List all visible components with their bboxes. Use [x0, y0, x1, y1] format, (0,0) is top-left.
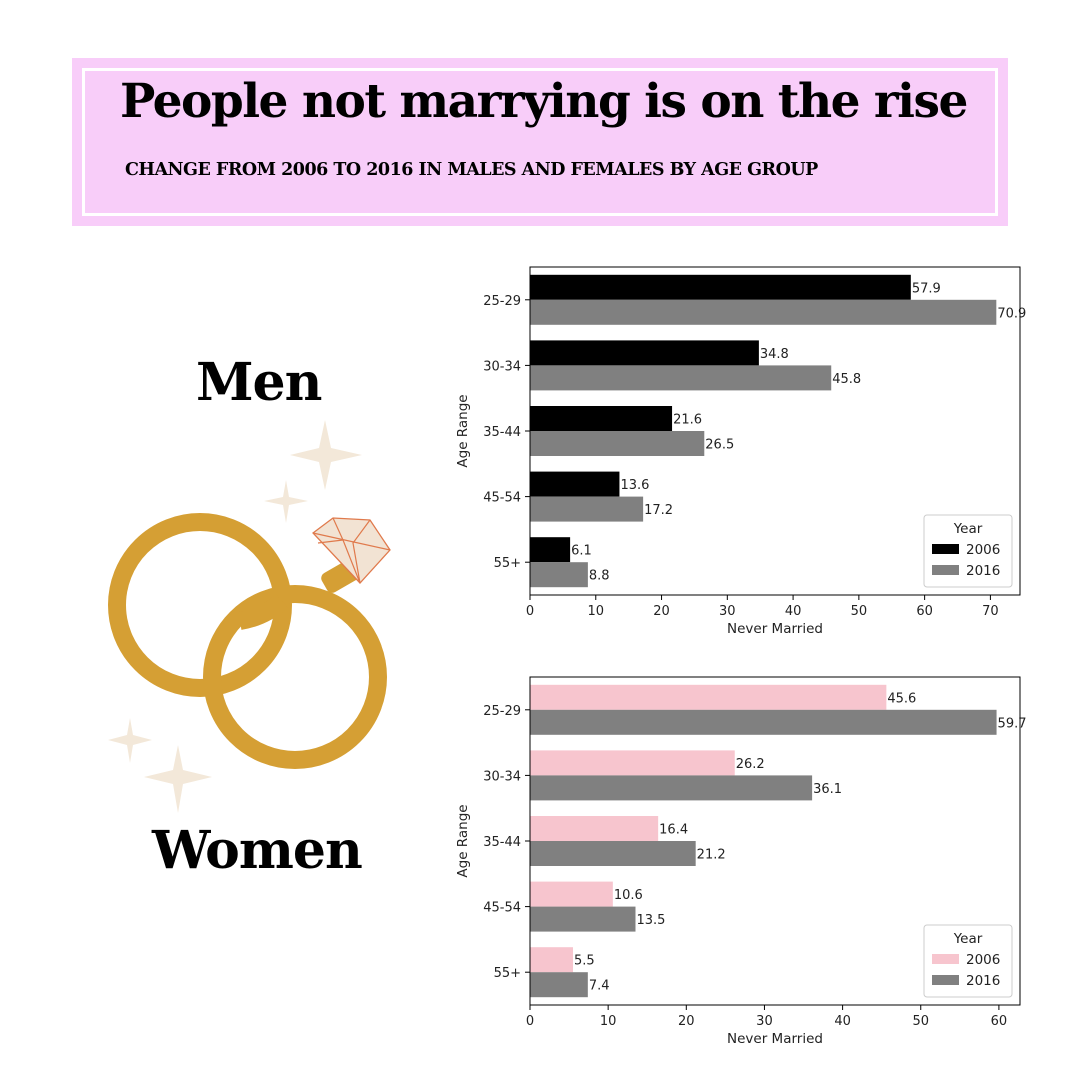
- y-tick-label: 30-34: [483, 769, 521, 784]
- bar-2006-45-54: [530, 471, 620, 497]
- x-tick-label: 10: [587, 604, 604, 619]
- x-tick-label: 40: [834, 1014, 851, 1029]
- y-tick-label: 25-29: [483, 294, 521, 309]
- bar-2016-25-29: [530, 709, 997, 735]
- y-tick-label: 45-54: [483, 491, 521, 506]
- x-tick-label: 70: [982, 604, 999, 619]
- chart-women: 45.6 59.7 25-29 26.2 36.1 30-34 16.4 21.2 35-44 1…: [455, 676, 1027, 1047]
- bar-2016-55+: [530, 562, 588, 588]
- wedding-rings-illustration: [108, 420, 391, 813]
- x-tick-label: 30: [756, 1014, 773, 1029]
- bar-2016-35-44: [530, 431, 705, 456]
- plot-frame: [529, 266, 1021, 596]
- data-label: 7.4: [589, 979, 610, 994]
- x-axis-label: Never Married: [727, 1031, 823, 1047]
- y-axis-label: Age Range: [455, 804, 471, 877]
- legend-item-label: 2006: [966, 952, 1000, 968]
- bar-2016-25-29: [530, 299, 997, 325]
- data-label: 26.5: [705, 438, 734, 453]
- legend-swatch-2006: [932, 954, 959, 964]
- bar-2016-30-34: [530, 365, 832, 391]
- bar-2006-30-34: [530, 750, 735, 776]
- bar-2006-30-34: [530, 340, 759, 366]
- x-axis-label: Never Married: [727, 621, 823, 637]
- bar-2006-55+: [530, 947, 573, 973]
- y-tick-label: 35-44: [483, 425, 521, 440]
- bar-2016-55+: [530, 972, 588, 998]
- x-tick-label: 60: [991, 1014, 1008, 1029]
- diamond-icon: [312, 517, 391, 584]
- data-label: 59.7: [998, 716, 1027, 731]
- data-label: 57.9: [912, 281, 941, 296]
- x-tick-label: 60: [916, 604, 933, 619]
- x-tick-label: 0: [526, 1014, 534, 1029]
- y-tick-label: 55+: [494, 556, 521, 571]
- legend-swatch-2006: [932, 544, 959, 554]
- x-tick-label: 50: [912, 1014, 929, 1029]
- x-tick-label: 50: [851, 604, 868, 619]
- data-label: 8.8: [589, 569, 610, 584]
- legend-swatch-2016: [932, 565, 959, 575]
- data-label: 45.8: [832, 372, 861, 387]
- data-label: 13.6: [620, 478, 649, 493]
- y-tick-label: 45-54: [483, 901, 521, 916]
- page-title: People not marrying is on the rise: [120, 74, 968, 129]
- x-tick-label: 20: [653, 604, 670, 619]
- x-tick-label: 30: [719, 604, 736, 619]
- bar-2006-45-54: [530, 881, 613, 907]
- data-label: 17.2: [644, 503, 673, 518]
- chart-men: 57.9 70.9 25-29 34.8 45.8 30-34 21.626.5 35-44 1…: [455, 266, 1026, 637]
- data-label: 13.5: [637, 913, 666, 928]
- data-label: 16.4: [659, 823, 688, 838]
- data-label: 10.6: [614, 888, 643, 903]
- x-tick-label: 0: [526, 604, 534, 619]
- legend-title: Year: [953, 521, 983, 537]
- bar-2016-35-44: [530, 841, 696, 866]
- bar-2016-45-54: [530, 906, 636, 932]
- data-label: 26.2: [736, 757, 765, 772]
- x-tick-label: 10: [600, 1014, 617, 1029]
- plot-frame: [529, 676, 1021, 1006]
- bar-2006-25-29: [530, 684, 887, 710]
- data-label: 5.5: [574, 954, 595, 969]
- legend-item-label: 2016: [966, 563, 1000, 579]
- x-tick-label: 40: [785, 604, 802, 619]
- data-label: 45.6: [887, 691, 916, 706]
- data-label: 6.1: [571, 544, 592, 559]
- bar-2006-35-44: [530, 406, 673, 431]
- x-tick-label: 20: [678, 1014, 695, 1029]
- banner-border: [82, 68, 998, 216]
- y-tick-label: 35-44: [483, 835, 521, 850]
- legend-item-label: 2016: [966, 973, 1000, 989]
- data-label: 21.2: [697, 848, 726, 863]
- data-label: 70.9: [997, 306, 1026, 321]
- men-label: Men: [196, 352, 322, 413]
- data-label: 34.8: [760, 347, 789, 362]
- ring-right: [203, 585, 387, 769]
- title-banner: People not marrying is on the rise CHANG…: [72, 58, 1008, 226]
- data-label: 21.6: [673, 413, 702, 428]
- y-tick-label: 55+: [494, 966, 521, 981]
- bar-2016-45-54: [530, 496, 644, 522]
- legend-title: Year: [953, 931, 983, 947]
- bar-2006-25-29: [530, 274, 911, 300]
- y-axis-label: Age Range: [455, 394, 471, 467]
- data-label: 36.1: [813, 782, 842, 797]
- sparkle-icon: [108, 420, 362, 813]
- page-subtitle: CHANGE FROM 2006 TO 2016 IN MALES AND FE…: [125, 160, 818, 180]
- ring-overlap: [238, 594, 288, 630]
- bar-2006-55+: [530, 537, 571, 563]
- y-tick-label: 30-34: [483, 359, 521, 374]
- legend-item-label: 2006: [966, 542, 1000, 558]
- women-label: Women: [152, 820, 363, 881]
- y-tick-label: 25-29: [483, 704, 521, 719]
- bar-2016-30-34: [530, 775, 813, 801]
- legend-swatch-2016: [932, 975, 959, 985]
- bar-2006-35-44: [530, 816, 659, 841]
